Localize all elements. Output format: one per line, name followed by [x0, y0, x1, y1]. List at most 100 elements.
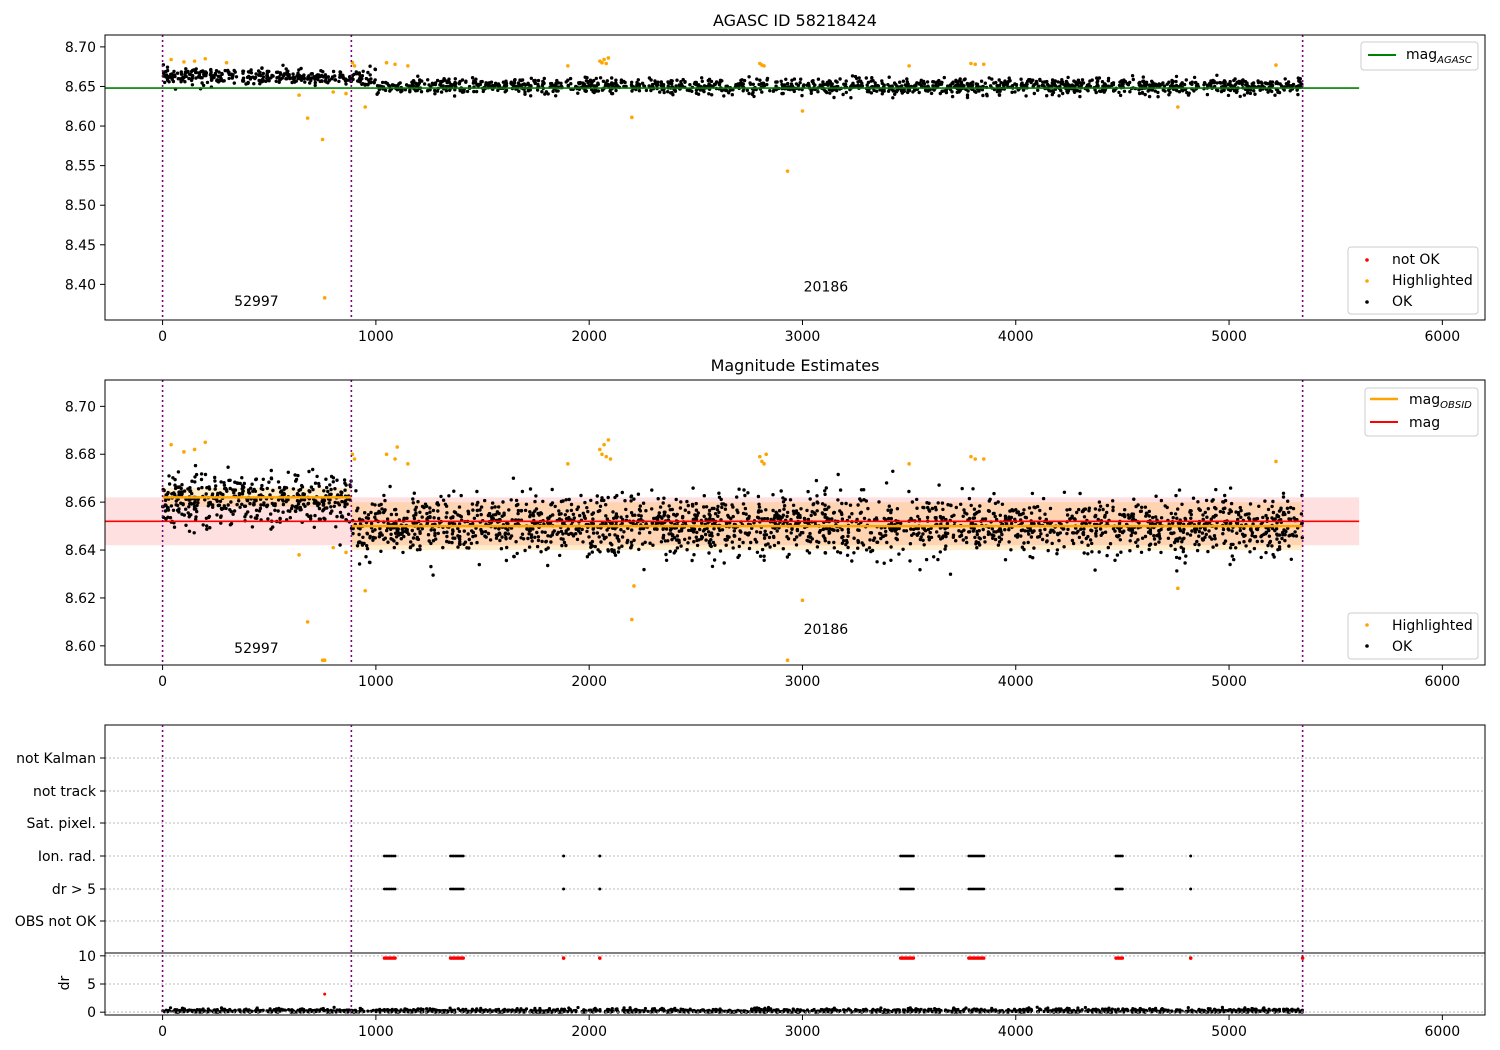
ok-point [1113, 88, 1117, 92]
ok-point [1228, 79, 1232, 84]
ok-point [1105, 553, 1109, 558]
ok-point [1178, 527, 1182, 531]
ok-point [632, 538, 636, 542]
ok-point [388, 89, 392, 93]
ok-point [369, 521, 374, 526]
ok-point [585, 555, 590, 559]
ok-point [331, 480, 335, 484]
ok-point [1238, 505, 1243, 510]
ok-point [604, 503, 608, 507]
ok-point [917, 82, 922, 86]
ok-point [328, 492, 332, 497]
ok-point [218, 491, 222, 495]
ok-point [1013, 82, 1017, 86]
ok-point [869, 531, 874, 535]
highlighted-point [406, 64, 410, 68]
ok-point [488, 538, 493, 542]
highlighted-point [758, 454, 762, 459]
ok-point [757, 516, 761, 520]
ok-point [408, 545, 413, 550]
ok-point [1197, 529, 1202, 534]
ok-point [589, 83, 593, 88]
ok-point [351, 531, 355, 536]
flag-point [982, 887, 986, 891]
ok-point [694, 501, 698, 506]
ok-point [668, 81, 673, 86]
ok-point [694, 517, 699, 522]
ok-point [240, 492, 245, 496]
ok-point [281, 510, 285, 514]
ok-point [771, 493, 775, 497]
ok-point [381, 510, 386, 515]
ok-point [516, 511, 520, 516]
ok-point [571, 534, 576, 538]
ok-point [180, 492, 184, 496]
ok-point [1197, 543, 1201, 547]
ok-point [1150, 79, 1154, 84]
ok-point [727, 91, 731, 95]
ok-point [974, 82, 978, 86]
ok-point [687, 510, 691, 515]
ok-point [334, 525, 338, 529]
ok-point [215, 513, 219, 517]
ok-point [1159, 498, 1164, 503]
ok-point [294, 477, 299, 482]
ok-point [1258, 88, 1262, 92]
ok-point [207, 515, 211, 520]
ok-point [343, 488, 347, 492]
ok-point [1266, 543, 1270, 548]
ok-point [737, 544, 741, 549]
ok-point [929, 526, 933, 530]
ok-point [511, 83, 516, 88]
ok-point [1280, 536, 1284, 541]
ok-point [1049, 528, 1053, 532]
ok-point [912, 84, 917, 88]
highlighted-point [907, 462, 911, 466]
ok-point [659, 521, 664, 526]
ok-point [364, 76, 369, 81]
ok-point [346, 78, 350, 82]
ok-point [273, 508, 277, 512]
flag-point [562, 887, 565, 891]
ok-point [281, 502, 286, 507]
ok-point [667, 532, 671, 536]
ok-point [703, 532, 708, 537]
ok-point [943, 527, 947, 531]
ok-point [501, 500, 505, 504]
ok-point [1177, 556, 1182, 560]
ok-point [499, 547, 504, 551]
ok-point [818, 83, 822, 87]
ok-point [1242, 526, 1246, 531]
ok-point [850, 74, 855, 78]
ok-point [357, 72, 362, 76]
ok-point [617, 539, 621, 543]
ok-point [840, 501, 844, 506]
y-tick-label: 8.64 [65, 543, 96, 559]
ok-point [1248, 502, 1253, 506]
ok-point [281, 63, 285, 67]
ok-point [604, 514, 608, 518]
ok-point [664, 558, 669, 562]
ok-point [273, 503, 277, 508]
ok-point [1183, 561, 1187, 565]
highlighted-point [406, 462, 410, 466]
ok-point [524, 502, 529, 506]
ok-point [913, 88, 917, 92]
ok-point [932, 80, 936, 84]
ok-point [546, 534, 550, 538]
ok-point [337, 503, 342, 507]
ok-point [1093, 507, 1098, 511]
ok-point [1095, 83, 1100, 87]
ok-point [418, 547, 422, 552]
ok-point [1093, 514, 1097, 519]
ok-point [1286, 526, 1290, 530]
ok-point [1150, 88, 1155, 92]
ok-point [788, 498, 793, 502]
ok-point [632, 497, 636, 501]
ok-point [775, 511, 779, 516]
ok-point [322, 498, 327, 503]
ok-point [978, 543, 982, 547]
ok-point [887, 504, 891, 508]
ok-point [656, 521, 661, 525]
